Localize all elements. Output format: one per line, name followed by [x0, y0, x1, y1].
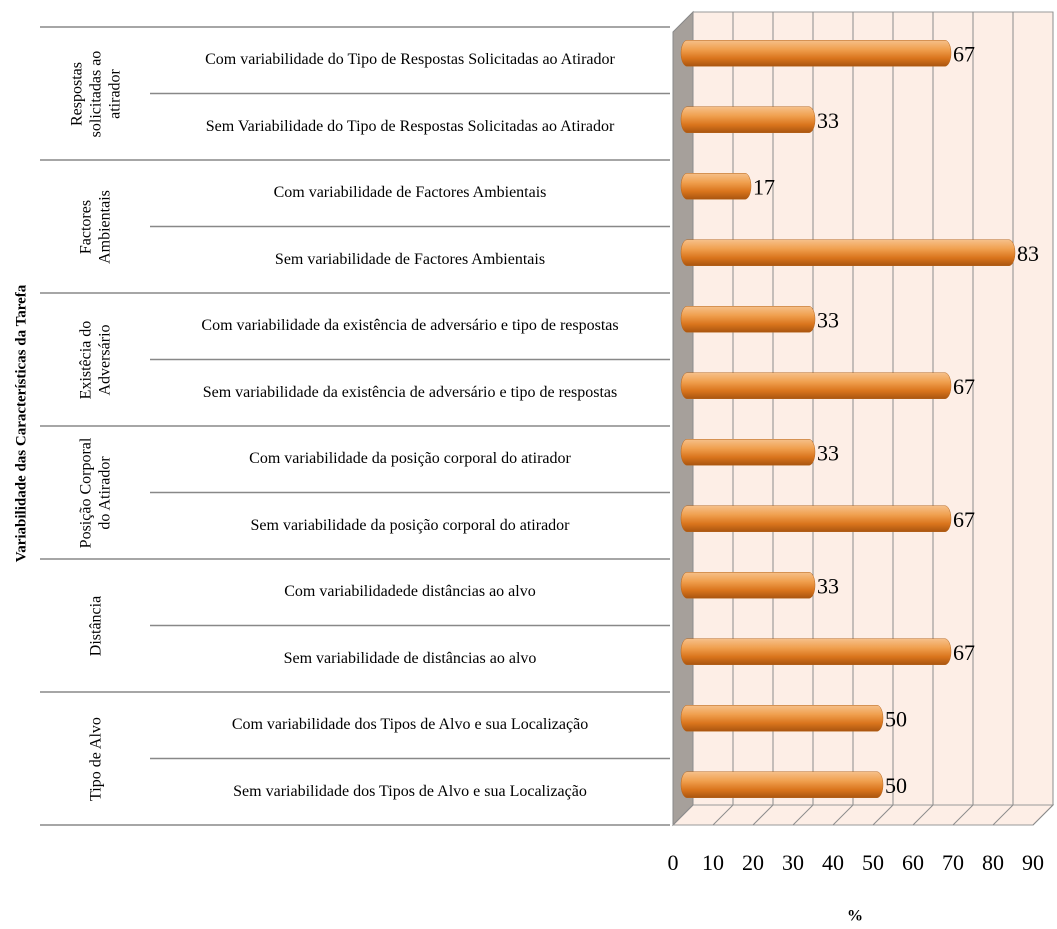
floor-grid-line: [1032, 804, 1054, 826]
value-label: 33: [817, 573, 839, 598]
floor-grid-line: [952, 804, 974, 826]
category-label: Com variabilidadede distâncias ao alvo: [284, 583, 536, 601]
floor-grid-line: [992, 804, 1014, 826]
floor-grid-line: [792, 804, 814, 826]
value-label: 67: [953, 374, 975, 399]
x-tick-label: 60: [902, 850, 924, 875]
x-tick-label: 70: [942, 850, 964, 875]
x-tick-label: 10: [702, 850, 724, 875]
value-label: 33: [817, 108, 839, 133]
value-label: 33: [817, 440, 839, 465]
floor-grid-line: [752, 804, 774, 826]
value-label: 67: [953, 640, 975, 665]
x-tick-label: 30: [782, 850, 804, 875]
x-tick-label: 80: [982, 850, 1004, 875]
bar: [680, 771, 884, 798]
floor-grid-line: [832, 804, 854, 826]
floor-grid-line: [912, 804, 934, 826]
category-label: Com variabilidade do Tipo de Respostas S…: [205, 51, 615, 69]
bar: [680, 439, 816, 466]
x-tick-label: 50: [862, 850, 884, 875]
bar: [680, 40, 952, 67]
bar: [680, 372, 952, 399]
x-tick-label: 40: [822, 850, 844, 875]
bar: [680, 705, 884, 732]
category-label: Sem variabilidade da existência de adver…: [202, 383, 618, 401]
bar: [680, 106, 816, 133]
bar: [680, 638, 952, 665]
x-tick-label: 20: [742, 850, 764, 875]
category-label: Com variabilidade da existência de adver…: [201, 317, 619, 335]
value-label: 67: [953, 507, 975, 532]
group-label: Distância: [86, 595, 104, 656]
group-label: Respostas solicitadas ao atirador: [67, 50, 123, 137]
group-label: Existêcia do Adversário: [77, 320, 113, 399]
floor-grid-line: [672, 804, 694, 826]
category-label: Sem Variabilidade do Tipo de Respostas S…: [205, 117, 615, 135]
bar: [680, 505, 952, 532]
value-label: 67: [953, 41, 975, 66]
value-label: 50: [885, 706, 907, 731]
group-label: Factores Ambientais: [77, 189, 113, 264]
category-label: Com variabilidade dos Tipos de Alvo e su…: [231, 716, 589, 734]
value-label: 50: [885, 773, 907, 798]
value-label: 83: [1017, 241, 1039, 266]
x-tick-label: 0: [668, 850, 679, 875]
value-label: 33: [817, 307, 839, 332]
category-label: Sem variabilidade de distâncias ao alvo: [283, 649, 537, 667]
bar: [680, 239, 1016, 266]
category-label: Sem variabilidade dos Tipos de Alvo e su…: [233, 782, 587, 800]
value-label: 17: [753, 174, 775, 199]
floor-grid-line: [872, 804, 894, 826]
category-label: Sem variabilidade de Factores Ambientais: [274, 250, 546, 268]
bar: [680, 306, 816, 333]
side-wall: [672, 10, 694, 827]
group-label: Posição Corporal do Atirador: [77, 437, 113, 548]
group-label: Tipo de Alvo: [86, 716, 104, 801]
category-label: Sem variabilidade da posição corporal do…: [250, 516, 570, 534]
x-axis-title: %: [847, 908, 863, 925]
bar: [680, 173, 752, 200]
category-label: Com variabilidade da posição corporal do…: [249, 450, 571, 468]
bar: [680, 572, 816, 599]
floor-grid-line: [712, 804, 734, 826]
y-axis-title: Variabilidade das Características da Tar…: [13, 284, 30, 563]
x-tick-label: 90: [1022, 850, 1044, 875]
category-label: Com variabilidade de Factores Ambientais: [273, 184, 547, 202]
